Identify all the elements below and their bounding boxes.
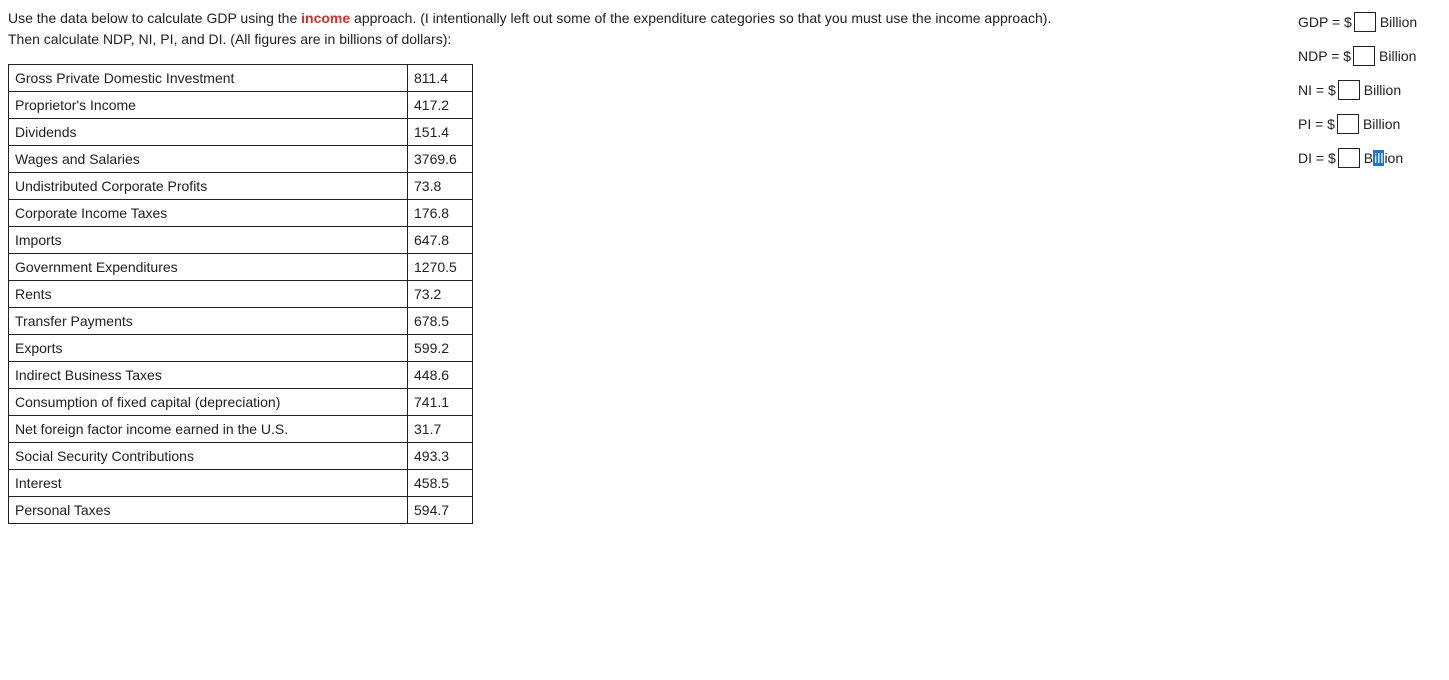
table-row: Wages and Salaries3769.6 bbox=[9, 146, 473, 173]
pi-label: PI = $ bbox=[1298, 116, 1335, 132]
table-row: Dividends151.4 bbox=[9, 119, 473, 146]
table-cell-label: Government Expenditures bbox=[9, 254, 408, 281]
table-cell-label: Exports bbox=[9, 335, 408, 362]
pi-unit: Billion bbox=[1363, 116, 1400, 132]
pi-input[interactable] bbox=[1337, 114, 1359, 134]
table-row: Transfer Payments678.5 bbox=[9, 308, 473, 335]
table-cell-value: 151.4 bbox=[408, 119, 473, 146]
table-row: Gross Private Domestic Investment811.4 bbox=[9, 65, 473, 92]
table-cell-value: 647.8 bbox=[408, 227, 473, 254]
table-cell-value: 599.2 bbox=[408, 335, 473, 362]
table-cell-value: 811.4 bbox=[408, 65, 473, 92]
table-cell-value: 458.5 bbox=[408, 470, 473, 497]
gdp-input[interactable] bbox=[1354, 12, 1376, 32]
table-cell-label: Net foreign factor income earned in the … bbox=[9, 416, 408, 443]
table-cell-label: Gross Private Domestic Investment bbox=[9, 65, 408, 92]
table-cell-label: Undistributed Corporate Profits bbox=[9, 173, 408, 200]
answers-panel: GDP = $ Billion NDP = $ Billion NI = $ B… bbox=[1298, 8, 1448, 524]
instruction-part2: approach. (I intentionally left out some… bbox=[350, 10, 1051, 26]
di-unit: Billion bbox=[1364, 150, 1403, 166]
table-row: Indirect Business Taxes448.6 bbox=[9, 362, 473, 389]
instruction-part1: Use the data below to calculate GDP usin… bbox=[8, 10, 301, 26]
table-cell-label: Personal Taxes bbox=[9, 497, 408, 524]
instruction-line2: Then calculate NDP, NI, PI, and DI. (All… bbox=[8, 31, 451, 47]
table-cell-label: Interest bbox=[9, 470, 408, 497]
table-cell-label: Corporate Income Taxes bbox=[9, 200, 408, 227]
table-row: Exports599.2 bbox=[9, 335, 473, 362]
table-row: Consumption of fixed capital (depreciati… bbox=[9, 389, 473, 416]
table-cell-value: 73.2 bbox=[408, 281, 473, 308]
ndp-input[interactable] bbox=[1353, 46, 1375, 66]
ni-input[interactable] bbox=[1338, 80, 1360, 100]
pi-row: PI = $ Billion bbox=[1298, 114, 1448, 134]
table-cell-value: 493.3 bbox=[408, 443, 473, 470]
di-input[interactable] bbox=[1338, 148, 1360, 168]
di-label: DI = $ bbox=[1298, 150, 1336, 166]
instructions-text: Use the data below to calculate GDP usin… bbox=[8, 8, 1298, 50]
gdp-unit: Billion bbox=[1380, 14, 1417, 30]
income-keyword: income bbox=[301, 10, 350, 26]
data-table: Gross Private Domestic Investment811.4Pr… bbox=[8, 64, 473, 524]
table-row: Imports647.8 bbox=[9, 227, 473, 254]
table-cell-value: 417.2 bbox=[408, 92, 473, 119]
table-row: Personal Taxes594.7 bbox=[9, 497, 473, 524]
table-cell-value: 594.7 bbox=[408, 497, 473, 524]
table-cell-label: Dividends bbox=[9, 119, 408, 146]
table-cell-value: 678.5 bbox=[408, 308, 473, 335]
table-cell-value: 3769.6 bbox=[408, 146, 473, 173]
table-cell-value: 1270.5 bbox=[408, 254, 473, 281]
table-row: Proprietor's Income417.2 bbox=[9, 92, 473, 119]
table-cell-label: Imports bbox=[9, 227, 408, 254]
table-row: Government Expenditures1270.5 bbox=[9, 254, 473, 281]
table-cell-label: Wages and Salaries bbox=[9, 146, 408, 173]
table-row: Net foreign factor income earned in the … bbox=[9, 416, 473, 443]
table-cell-label: Proprietor's Income bbox=[9, 92, 408, 119]
ni-label: NI = $ bbox=[1298, 82, 1336, 98]
table-cell-value: 176.8 bbox=[408, 200, 473, 227]
table-cell-label: Social Security Contributions bbox=[9, 443, 408, 470]
ndp-row: NDP = $ Billion bbox=[1298, 46, 1448, 66]
table-cell-value: 31.7 bbox=[408, 416, 473, 443]
table-cell-value: 448.6 bbox=[408, 362, 473, 389]
table-cell-label: Consumption of fixed capital (depreciati… bbox=[9, 389, 408, 416]
table-cell-value: 741.1 bbox=[408, 389, 473, 416]
table-row: Rents73.2 bbox=[9, 281, 473, 308]
ndp-unit: Billion bbox=[1379, 48, 1416, 64]
table-row: Corporate Income Taxes176.8 bbox=[9, 200, 473, 227]
ni-row: NI = $ Billion bbox=[1298, 80, 1448, 100]
table-row: Social Security Contributions493.3 bbox=[9, 443, 473, 470]
di-highlight: ill bbox=[1373, 150, 1384, 166]
table-cell-label: Rents bbox=[9, 281, 408, 308]
table-cell-value: 73.8 bbox=[408, 173, 473, 200]
table-cell-label: Indirect Business Taxes bbox=[9, 362, 408, 389]
gdp-row: GDP = $ Billion bbox=[1298, 12, 1448, 32]
ni-unit: Billion bbox=[1364, 82, 1401, 98]
table-row: Interest458.5 bbox=[9, 470, 473, 497]
ndp-label: NDP = $ bbox=[1298, 48, 1351, 64]
table-cell-label: Transfer Payments bbox=[9, 308, 408, 335]
gdp-label: GDP = $ bbox=[1298, 14, 1352, 30]
di-row: DI = $ Billion bbox=[1298, 148, 1448, 168]
table-row: Undistributed Corporate Profits73.8 bbox=[9, 173, 473, 200]
